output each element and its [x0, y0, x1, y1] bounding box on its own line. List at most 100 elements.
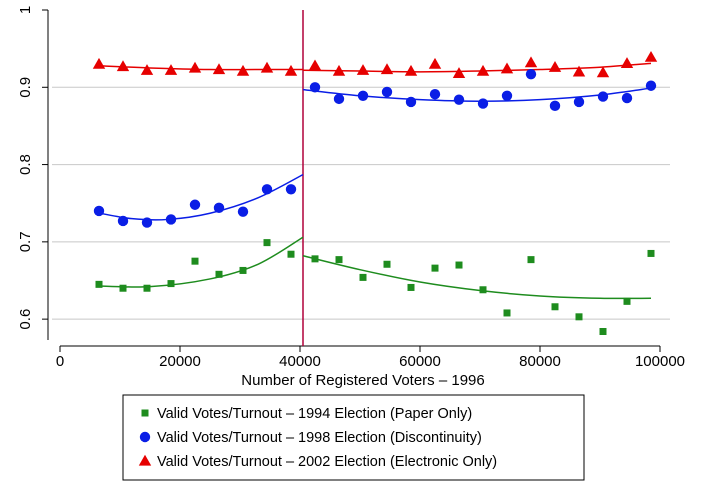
data-point-circle [189, 199, 201, 210]
gridlines [52, 86, 670, 320]
x-tick-label: 80000 [519, 353, 561, 370]
data-point-circle [309, 82, 321, 93]
data-point-square [167, 280, 175, 288]
data-point-triangle [428, 57, 442, 69]
data-point-square [479, 286, 487, 294]
data-point-circle [357, 90, 369, 101]
data-point-square [239, 266, 247, 274]
data-point-triangle [404, 64, 418, 76]
data-point-triangle [332, 64, 346, 76]
data-point-circle [621, 92, 633, 104]
data-point-circle [573, 96, 585, 108]
data-point-triangle [236, 64, 250, 76]
data-point-circle [165, 214, 177, 225]
data-point-square [263, 239, 271, 247]
fit-line-left-triangle [95, 64, 303, 71]
legend-marker-circle [139, 431, 151, 443]
legend: Valid Votes/Turnout – 1994 Election (Pap… [122, 394, 585, 481]
data-point-circle [213, 202, 225, 214]
legend-marker-triangle [138, 454, 152, 466]
data-point-triangle [356, 64, 370, 75]
data-point-triangle [548, 60, 562, 72]
fit-line-left-square [95, 236, 304, 288]
x-axis-title: Number of Registered Voters – 1996 [241, 372, 484, 389]
x-tick-label: 100000 [635, 353, 685, 370]
data-point-circle [261, 184, 273, 195]
fit-line-left-circle [95, 173, 304, 221]
data-point-circle [405, 96, 417, 108]
fit-lines [95, 62, 652, 300]
y-tick-label: 0.6 [17, 309, 34, 330]
fit-line-right-square [302, 255, 652, 300]
data-point-circle [525, 68, 537, 80]
data-point-square [599, 327, 607, 335]
data-point-triangle [308, 59, 322, 71]
data-point-triangle [452, 67, 466, 79]
data-point-square [215, 270, 223, 278]
data-point-circle [645, 80, 657, 91]
data-point-triangle [524, 56, 538, 68]
data-point-square [383, 260, 391, 268]
data-point-square [551, 303, 559, 311]
data-point-triangle [596, 66, 610, 78]
data-point-triangle [620, 57, 634, 68]
data-point-circle [477, 98, 489, 109]
data-points [92, 50, 658, 335]
data-point-square [623, 297, 631, 305]
data-point-square [359, 273, 367, 281]
x-tick-label: 20000 [159, 353, 201, 370]
data-point-circle [117, 215, 129, 227]
legend-label: Valid Votes/Turnout – 2002 Election (Ele… [157, 454, 497, 470]
legend-label: Valid Votes/Turnout – 1994 Election (Pap… [157, 406, 472, 422]
data-point-circle [333, 93, 345, 105]
data-point-circle [453, 94, 465, 105]
data-point-triangle [644, 50, 658, 62]
data-point-triangle [572, 65, 586, 77]
legend-label: Valid Votes/Turnout – 1998 Election (Dis… [157, 430, 482, 446]
data-point-triangle [500, 62, 514, 74]
data-point-triangle [140, 64, 154, 75]
y-tick-label: 0.8 [17, 154, 34, 175]
data-point-triangle [116, 60, 130, 72]
data-point-triangle [284, 64, 298, 76]
data-point-square [527, 256, 535, 264]
data-point-square [311, 255, 319, 263]
legend-marker-square [141, 409, 149, 417]
legend-box [122, 394, 585, 481]
data-point-circle [381, 86, 393, 98]
data-point-circle [597, 91, 609, 102]
y-tick-label: 0.7 [17, 231, 34, 252]
data-point-square [503, 309, 511, 317]
y-tick-label: 1 [17, 6, 34, 14]
data-point-square [647, 249, 655, 257]
data-point-square [287, 250, 295, 258]
data-point-circle [141, 217, 153, 228]
data-point-circle [93, 205, 105, 217]
fit-line-right-triangle [302, 62, 652, 73]
x-tick-label: 0 [56, 353, 64, 370]
data-point-triangle [260, 61, 274, 73]
data-point-square [119, 284, 127, 292]
data-point-square [95, 280, 103, 288]
data-point-triangle [380, 63, 394, 75]
data-point-circle [549, 100, 561, 112]
data-point-square [455, 261, 463, 269]
data-point-square [407, 283, 415, 291]
data-point-circle [285, 184, 297, 195]
data-point-square [335, 256, 343, 264]
data-point-triangle [188, 61, 202, 73]
data-point-square [191, 257, 199, 265]
data-point-circle [429, 89, 441, 100]
data-point-triangle [476, 64, 490, 76]
data-point-circle [501, 90, 513, 101]
data-point-triangle [212, 63, 226, 75]
x-tick-label: 60000 [399, 353, 441, 370]
data-point-circle [237, 206, 249, 217]
data-point-square [575, 313, 583, 321]
data-point-square [431, 264, 439, 272]
axes: 0.6 0.7 0.8 0.9 1 0 20000 40000 60000 80000 100000 [17, 6, 685, 370]
x-tick-label: 40000 [279, 353, 321, 370]
y-tick-label: 0.9 [17, 77, 34, 98]
data-point-square [143, 284, 151, 292]
